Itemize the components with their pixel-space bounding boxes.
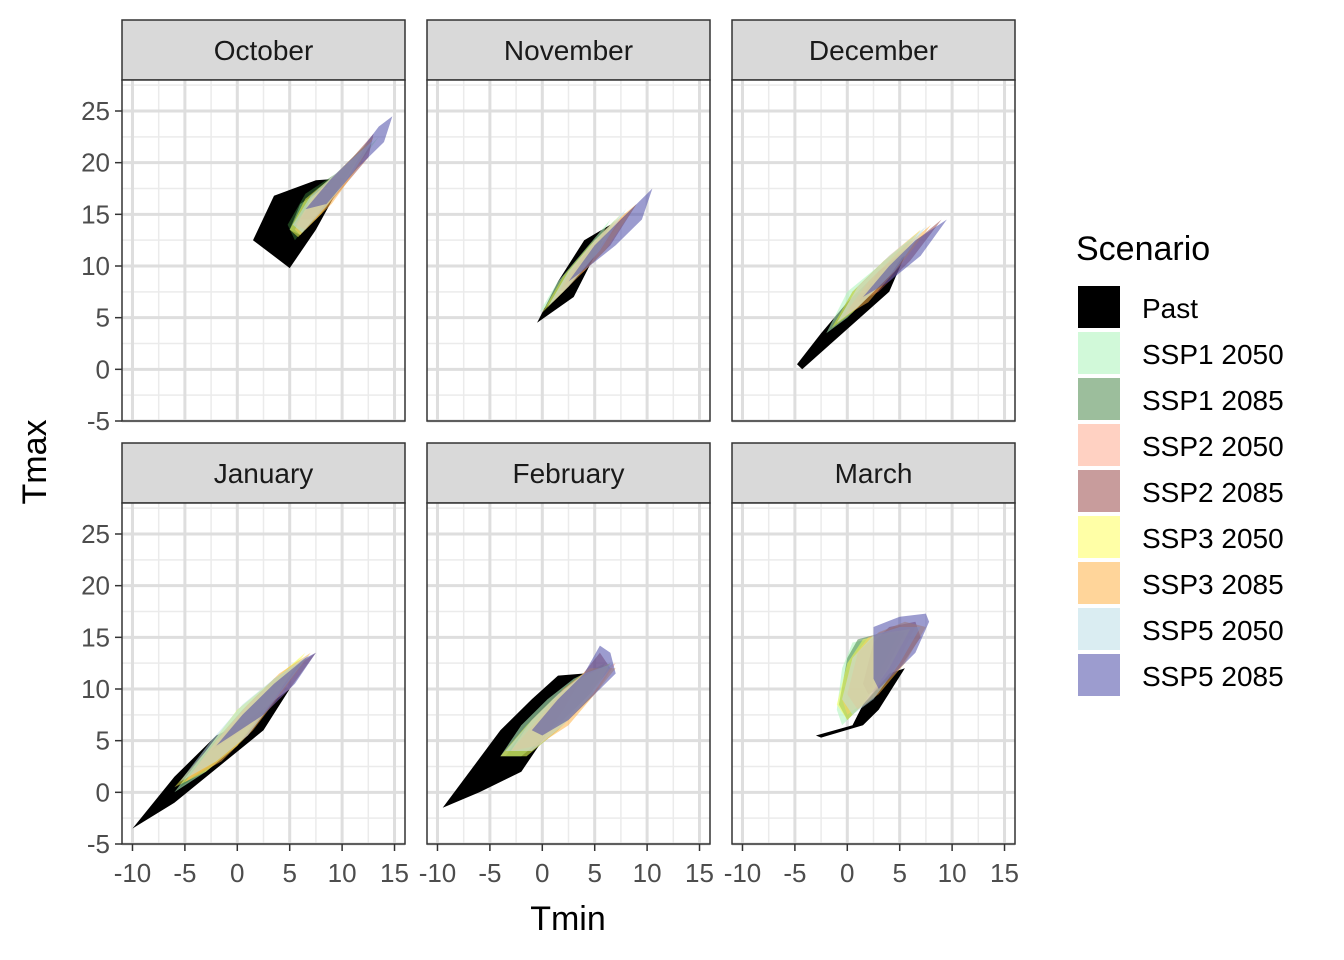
y-tick-label: 5 — [96, 303, 110, 333]
legend-label: SSP5 2085 — [1142, 661, 1284, 692]
panel-border — [426, 502, 711, 845]
facet-strip — [731, 442, 1016, 504]
y-tick-label: 15 — [81, 622, 110, 652]
facet-strip — [426, 19, 711, 81]
x-tick-label: 5 — [282, 858, 296, 888]
legend-title: Scenario — [1076, 230, 1210, 268]
legend-label: SSP2 2085 — [1142, 477, 1284, 508]
x-axis-title: Tmin — [530, 900, 606, 938]
legend-label: SSP3 2050 — [1142, 523, 1284, 554]
facet-strip — [121, 442, 406, 504]
panel-border — [731, 79, 1016, 422]
legend-swatch — [1078, 378, 1120, 420]
facet-strip — [731, 19, 1016, 81]
legend-swatch — [1078, 286, 1120, 328]
facet-strip-label: December — [809, 35, 938, 66]
hull-ssp5-2085 — [531, 645, 616, 736]
legend-item-ssp3-2085: SSP3 2085 — [1078, 562, 1284, 604]
legend-item-ssp5-2085: SSP5 2085 — [1078, 654, 1284, 696]
x-tick-label: -5 — [173, 858, 196, 888]
legend-item-ssp2-2085: SSP2 2085 — [1078, 470, 1284, 512]
legend-item-ssp5-2050: SSP5 2050 — [1078, 608, 1284, 650]
legend-item-ssp1-2050: SSP1 2050 — [1078, 332, 1284, 374]
x-tick-label: 10 — [938, 858, 967, 888]
y-tick-label: -5 — [87, 829, 110, 859]
hull-ssp5-2085 — [305, 116, 393, 210]
legend-label: SSP3 2085 — [1142, 569, 1284, 600]
panel-march: March -10 -5 0 5 10 15 — [724, 442, 1019, 888]
legend-label: SSP1 2085 — [1142, 385, 1284, 416]
x-tick-label: 0 — [840, 858, 854, 888]
y-tick-label: -5 — [87, 406, 110, 436]
legend-label: SSP5 2050 — [1142, 615, 1284, 646]
facet-strip-label: February — [512, 458, 624, 489]
facet-strip — [121, 19, 406, 81]
facet-panels: October -5 0 5 10 15 20 25 November December Janua… — [81, 19, 1019, 888]
hull-ssp5-2085 — [873, 613, 930, 689]
x-tick-label: -10 — [114, 858, 152, 888]
x-tick-label: 0 — [230, 858, 244, 888]
panel-border — [121, 79, 406, 422]
panel-border — [426, 79, 711, 422]
y-tick-label: 15 — [81, 199, 110, 229]
legend-swatch — [1078, 424, 1120, 466]
legend-swatch — [1078, 608, 1120, 650]
facet-strip-label: November — [504, 35, 633, 66]
x-tick-label: 5 — [892, 858, 906, 888]
legend-swatch — [1078, 516, 1120, 558]
panel-december: December — [731, 19, 1016, 423]
legend-swatch — [1078, 562, 1120, 604]
panel-border — [121, 502, 406, 845]
x-tick-label: -10 — [724, 858, 762, 888]
panel-border — [731, 502, 1016, 845]
y-tick-label: 10 — [81, 674, 110, 704]
y-axis-title: Tmax — [16, 420, 54, 505]
legend-swatch — [1078, 470, 1120, 512]
hull-ssp5-2085 — [216, 652, 316, 746]
x-tick-label: -5 — [783, 858, 806, 888]
x-tick-label: 10 — [633, 858, 662, 888]
facet-strip-label: January — [214, 458, 314, 489]
facet-strip-label: March — [835, 458, 913, 489]
y-tick-label: 25 — [81, 96, 110, 126]
legend-label: SSP1 2050 — [1142, 339, 1284, 370]
x-tick-label: -10 — [419, 858, 457, 888]
y-tick-label: 25 — [81, 519, 110, 549]
x-tick-label: 15 — [990, 858, 1019, 888]
legend-label: Past — [1142, 293, 1198, 324]
panel-october: October -5 0 5 10 15 20 25 — [81, 19, 406, 436]
legend-item-ssp3-2050: SSP3 2050 — [1078, 516, 1284, 558]
panel-november: November — [426, 19, 711, 423]
hull-ssp5-2085 — [863, 219, 947, 297]
legend-item-ssp2-2050: SSP2 2050 — [1078, 424, 1284, 466]
hull-ssp5-2050 — [836, 226, 926, 323]
y-tick-label: 20 — [81, 148, 110, 178]
legend-swatch — [1078, 654, 1120, 696]
y-tick-label: 10 — [81, 251, 110, 281]
x-tick-label: 5 — [587, 858, 601, 888]
x-tick-label: -5 — [478, 858, 501, 888]
legend-swatch — [1078, 332, 1120, 374]
y-tick-label: 0 — [96, 354, 110, 384]
x-tick-label: 15 — [685, 858, 714, 888]
legend-item-ssp1-2085: SSP1 2085 — [1078, 378, 1284, 420]
y-tick-label: 0 — [96, 777, 110, 807]
legend: Scenario Past SSP1 2050 SSP1 2085 SSP2 2050… — [1076, 230, 1284, 696]
legend-item-past: Past — [1078, 286, 1198, 328]
hull-ssp5-2085 — [568, 188, 653, 282]
y-tick-label: 5 — [96, 726, 110, 756]
y-tick-label: 20 — [81, 571, 110, 601]
x-tick-label: 0 — [535, 858, 549, 888]
panel-february: February -10 -5 0 5 10 15 — [419, 442, 714, 888]
x-tick-label: 10 — [328, 858, 357, 888]
x-tick-label: 15 — [380, 858, 409, 888]
facet-strip-label: October — [214, 35, 314, 66]
legend-label: SSP2 2050 — [1142, 431, 1284, 462]
